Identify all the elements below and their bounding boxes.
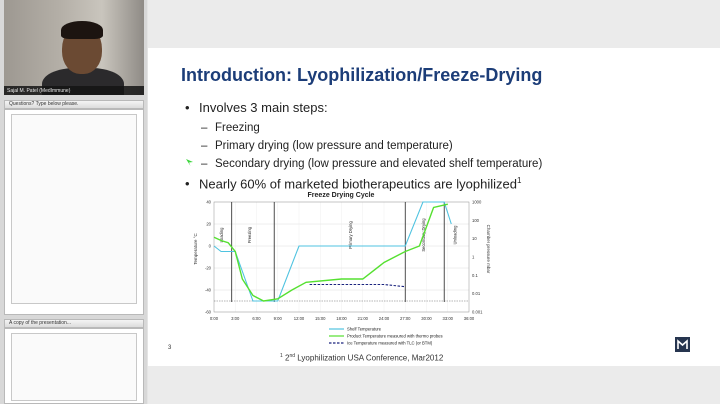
footnote-marker: 1 xyxy=(280,353,283,359)
presentation-slide: Introduction: Lyophilization/Freeze-Dryi… xyxy=(148,48,720,366)
presenter-name: Sajal M. Patel (MedImmune) xyxy=(7,88,71,94)
phase-label: Freezing xyxy=(247,226,252,243)
y-tick-label: -20 xyxy=(205,266,212,271)
sub-bullet-secondary: – Secondary drying (low pressure and elev… xyxy=(201,158,543,170)
pointer-arrow-icon xyxy=(186,159,193,166)
y2-tick-label: 100 xyxy=(472,218,480,223)
sub-bullet-freezing-text: Freezing xyxy=(215,122,260,134)
x-tick-label: 33:00 xyxy=(443,316,454,321)
legend-label: Product Temperature measured with thermo… xyxy=(347,334,443,339)
sub-bullet-secondary-text: Secondary drying (low pressure and eleva… xyxy=(215,158,543,170)
x-tick-label: 36:00 xyxy=(464,316,475,321)
medimmune-logo-icon xyxy=(675,337,690,352)
y2-tick-label: 1000 xyxy=(472,200,482,205)
y-axis-label: Temperature °C xyxy=(193,232,198,264)
y2-tick-label: 0.1 xyxy=(472,273,478,278)
left-panel: Sajal M. Patel (MedImmune) Questions? Ty… xyxy=(0,0,147,404)
footnote-ordinal: 2 xyxy=(285,353,290,363)
bullet-main-steps: • Involves 3 main steps: xyxy=(185,100,328,115)
slide-top-margin xyxy=(148,0,720,48)
footnote-ordinal-suffix: nd xyxy=(289,353,296,359)
y2-tick-label: 10 xyxy=(472,236,477,241)
y-tick-label: 20 xyxy=(206,222,211,227)
legend-label: Ice Temperature measured with TLC (or BT… xyxy=(347,341,433,346)
copy-file-list[interactable] xyxy=(11,333,137,401)
y2-tick-label: 0.001 xyxy=(472,310,483,315)
x-tick-label: 3:00 xyxy=(231,316,240,321)
y-tick-label: 40 xyxy=(206,200,211,205)
legend-label: Shelf Temperature xyxy=(347,327,382,332)
y-tick-label: -40 xyxy=(205,288,212,293)
x-tick-label: 9:00 xyxy=(274,316,283,321)
x-tick-label: 18:00 xyxy=(336,316,347,321)
copy-pod xyxy=(4,328,144,404)
x-tick-label: 0:00 xyxy=(210,316,219,321)
phase-label: Primary Drying xyxy=(348,220,353,248)
footnote-text: Lyophilization USA Conference, Mar2012 xyxy=(297,353,444,363)
slide-area: Introduction: Lyophilization/Freeze-Dryi… xyxy=(148,0,720,404)
bullet-main-steps-text: Involves 3 main steps: xyxy=(199,100,328,115)
questions-input[interactable] xyxy=(11,114,137,304)
x-tick-label: 24:00 xyxy=(379,316,390,321)
x-tick-label: 15:00 xyxy=(315,316,326,321)
x-tick-label: 21:00 xyxy=(358,316,369,321)
slide-bottom-margin xyxy=(148,366,720,404)
y-tick-label: -60 xyxy=(205,310,212,315)
x-tick-label: 30:00 xyxy=(421,316,432,321)
copy-pod-title: A copy of the presentation... xyxy=(4,319,144,328)
chart-title: Freeze Drying Cycle xyxy=(308,192,375,199)
y2-tick-label: 1 xyxy=(472,255,475,260)
series-line xyxy=(213,201,452,302)
x-tick-label: 6:00 xyxy=(252,316,261,321)
plot-frame xyxy=(213,201,470,313)
phase-label: Loading xyxy=(219,227,224,243)
phase-label: Unloading xyxy=(452,225,457,245)
sub-bullet-primary: – Primary drying (low pressure and temper… xyxy=(201,140,453,152)
y-tick-label: 0 xyxy=(209,244,212,249)
slide-title: Introduction: Lyophilization/Freeze-Dryi… xyxy=(181,65,543,85)
bullet-superscript: 1 xyxy=(516,176,522,185)
sub-bullet-freezing: – Freezing xyxy=(201,122,260,134)
footnote: 1 2nd Lyophilization USA Conference, Mar… xyxy=(280,353,443,363)
x-tick-label: 12:00 xyxy=(294,316,305,321)
x-tick-label: 27:00 xyxy=(400,316,411,321)
sub-bullet-primary-text: Primary drying (low pressure and tempera… xyxy=(215,140,453,152)
bullet-biotherapeutics: • Nearly 60% of marketed biotherapeutics … xyxy=(185,176,522,192)
series-line xyxy=(309,283,406,288)
questions-pod-title: Questions? Type below please. xyxy=(4,100,144,109)
bullet-biotherapeutics-text: Nearly 60% of marketed biotherapeutics a… xyxy=(199,176,517,192)
y2-axis-label: Chamber pressure mbar xyxy=(486,225,491,274)
y2-tick-label: 0.01 xyxy=(472,291,481,296)
series-line xyxy=(213,203,448,302)
questions-pod xyxy=(4,109,144,315)
page-number: 3 xyxy=(168,345,172,351)
freeze-drying-chart: Freeze Drying Cycle Temperature °C Chamb… xyxy=(193,192,491,346)
webcam-video: Sajal M. Patel (MedImmune) xyxy=(4,0,144,95)
